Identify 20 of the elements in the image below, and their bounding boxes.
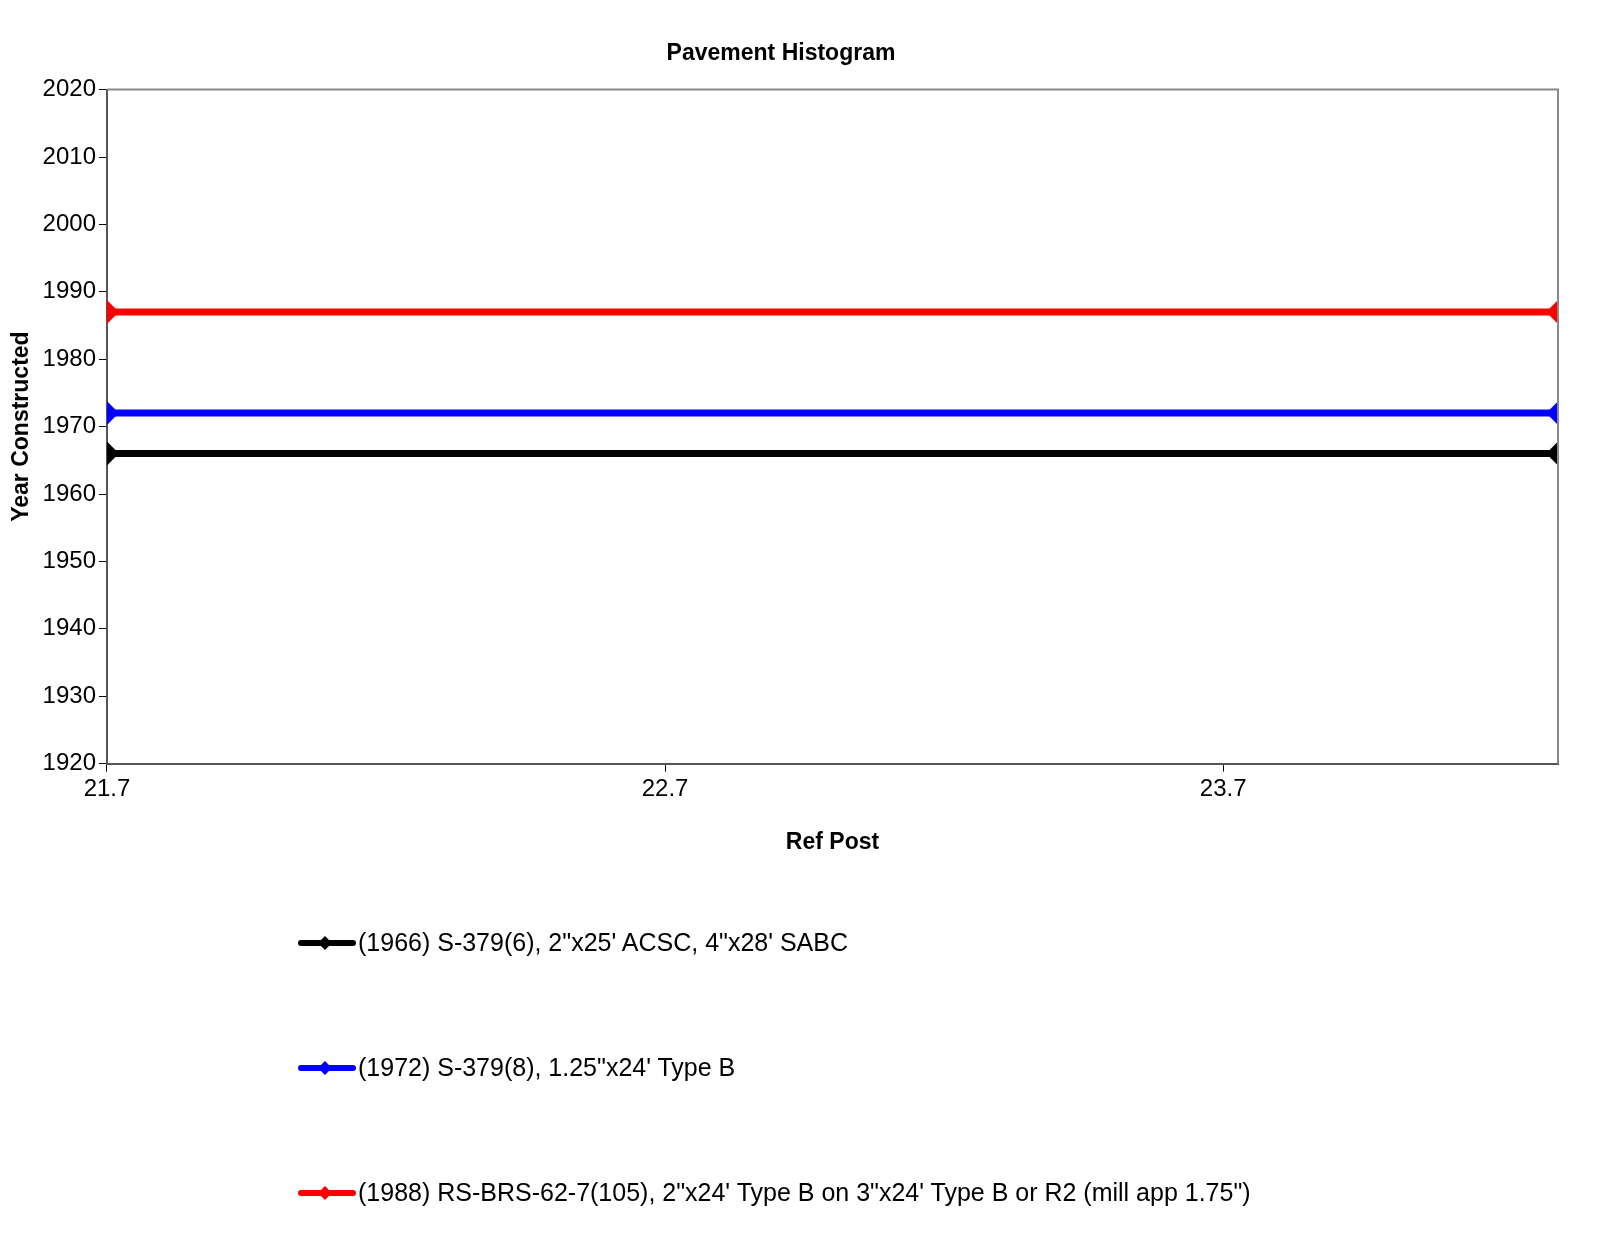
chart-title: Pavement Histogram — [666, 39, 896, 66]
y-tick-label: 1930 — [42, 680, 96, 708]
y-tick-label: 2020 — [42, 74, 96, 102]
y-tick-label: 1970 — [42, 411, 96, 439]
x-tick-label: 21.7 — [83, 773, 131, 801]
x-tick-label: 22.7 — [641, 773, 689, 801]
legend-label: (1966) S-379(6), 2"x25' ACSC, 4"x28' SABC — [358, 928, 849, 957]
legend-label: (1972) S-379(8), 1.25"x24' Type B — [358, 1053, 736, 1082]
y-tick-label: 1940 — [42, 613, 96, 641]
x-tick-label: 23.7 — [1199, 773, 1247, 801]
legend-label: (1988) RS-BRS-62-7(105), 2"x24' Type B on 3"x24' Type B or R2 (mill app 1.75") — [358, 1178, 1251, 1207]
y-tick-label: 1980 — [42, 343, 96, 371]
y-tick-label: 1960 — [42, 478, 96, 506]
y-tick-label: 1920 — [42, 748, 96, 776]
y-tick-label: 2000 — [42, 209, 96, 237]
y-axis-title: Year Constructed — [7, 331, 34, 522]
y-tick-label: 1950 — [42, 546, 96, 574]
y-tick-label: 1990 — [42, 276, 96, 304]
y-tick-label: 2010 — [42, 141, 96, 169]
x-axis-title: Ref Post — [785, 827, 880, 854]
